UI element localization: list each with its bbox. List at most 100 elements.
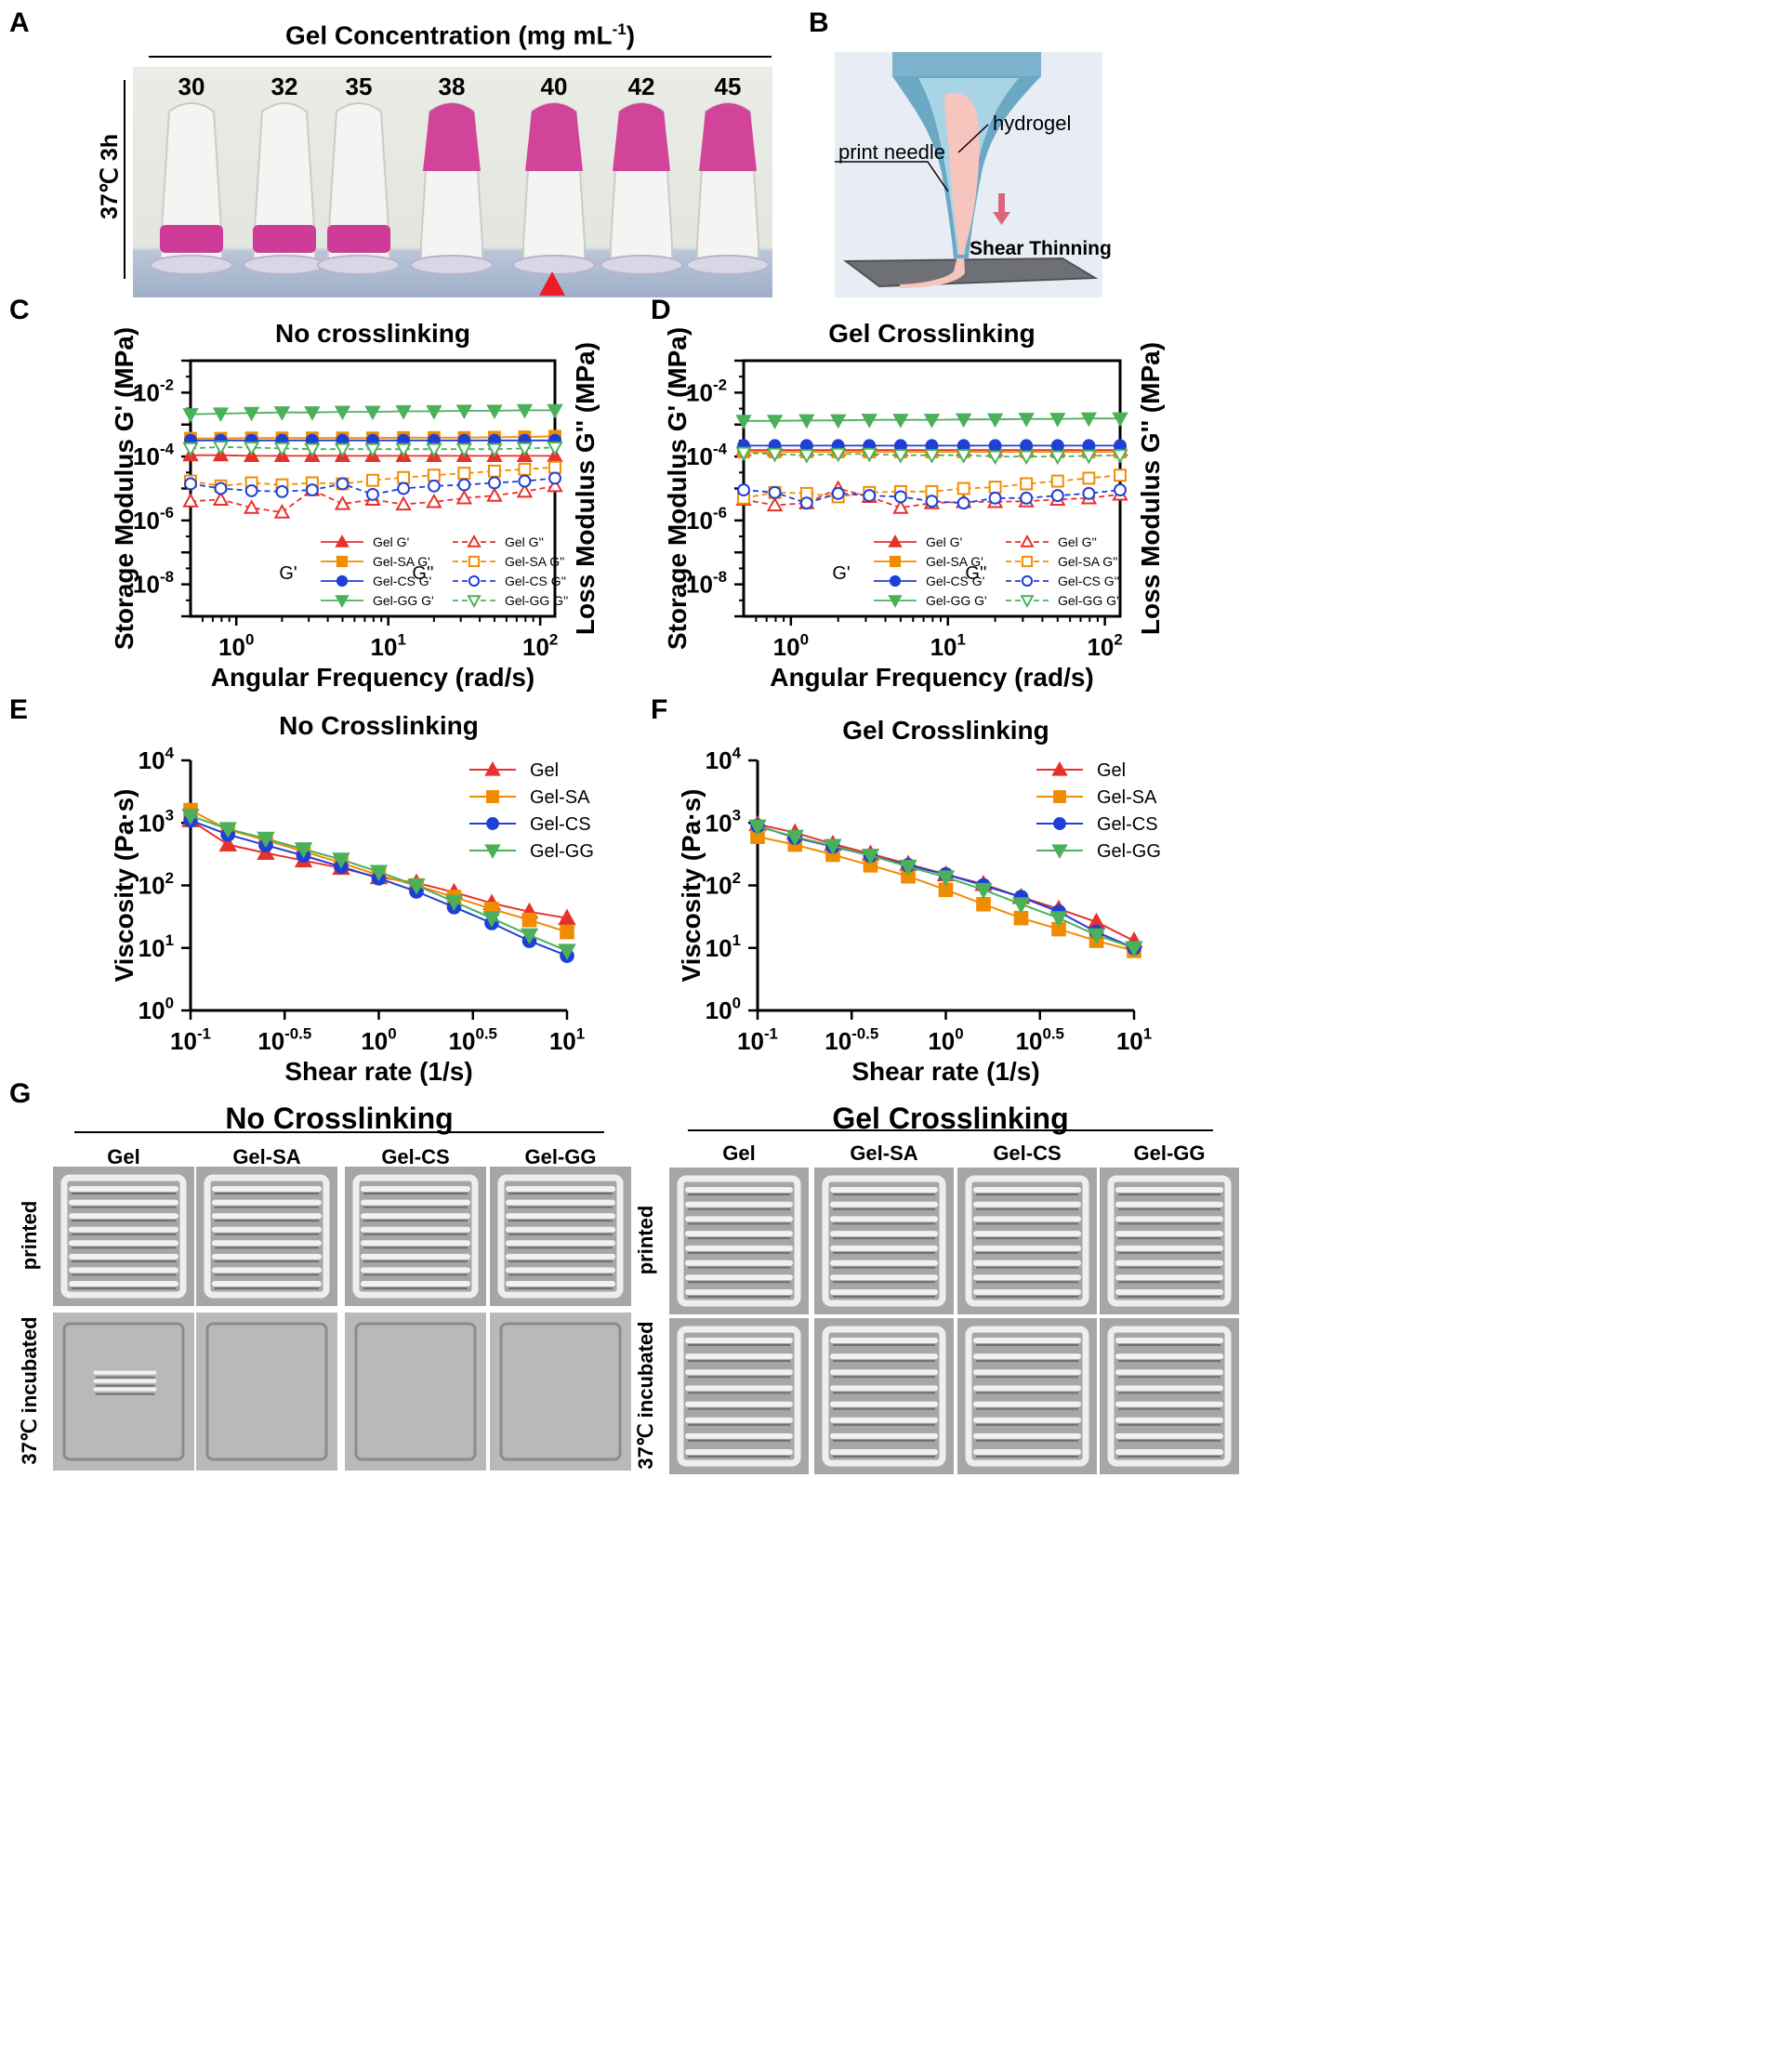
selected-concentration-marker xyxy=(539,271,565,296)
vial-42 xyxy=(600,102,683,275)
legend-label: Gel xyxy=(530,760,559,781)
data-point xyxy=(335,595,350,609)
chart-e: E No Crosslinking 100 101 102 103 104 10-1 10-0.… xyxy=(9,694,594,1086)
vial-38 xyxy=(410,102,494,275)
data-point xyxy=(766,496,784,512)
y-tick-label: 10-2 xyxy=(133,376,174,407)
gel-top xyxy=(525,103,583,171)
series-gel-gg xyxy=(748,819,1143,957)
data-point xyxy=(457,478,471,492)
data-point xyxy=(889,574,902,587)
data-point xyxy=(486,404,503,419)
data-point xyxy=(468,555,481,568)
data-point xyxy=(336,555,349,568)
data-point xyxy=(467,534,482,548)
data-point xyxy=(212,407,230,423)
data-point xyxy=(988,439,1002,453)
scaffold-tile xyxy=(814,1168,954,1314)
data-point xyxy=(863,489,877,503)
y-tick-label: 10-8 xyxy=(133,568,174,599)
data-point xyxy=(516,442,534,457)
vial-base xyxy=(243,255,326,275)
data-point xyxy=(936,870,956,887)
scaffold-tile xyxy=(53,1313,194,1471)
legend-label: Gel G'' xyxy=(1058,534,1097,549)
legend: Gel Gel-SA Gel-CS Gel-GG xyxy=(1036,760,1161,862)
legend-label: Gel-GG G'' xyxy=(505,593,568,608)
chart-title: No Crosslinking xyxy=(279,711,479,740)
y-axis-label: Viscosity (Pa·s) xyxy=(110,788,139,982)
data-point xyxy=(785,829,804,847)
data-point xyxy=(407,878,426,895)
data-point xyxy=(986,450,1004,466)
legend-label: Gel-CS xyxy=(530,814,591,835)
data-point xyxy=(1114,469,1127,482)
legend: Gel G' Gel-SA G' Gel-CS G' Gel-GG G' Gel G''… xyxy=(279,534,568,609)
concentration-label-40: 40 xyxy=(540,73,568,100)
data-point xyxy=(468,574,481,587)
legend-label: Gel xyxy=(1097,760,1126,781)
data-point xyxy=(547,403,563,419)
series-gel-cs-g- xyxy=(184,471,561,501)
legend-label: Gel-GG G' xyxy=(373,593,434,608)
data-point xyxy=(986,413,1004,429)
y-tick-label: 104 xyxy=(706,744,742,774)
chart-c: C No crosslinking 10-8 10-6 10-4 10-2 100 101 10… xyxy=(9,297,600,692)
legend-label: Gel-SA G' xyxy=(926,554,983,569)
y-tick-label: 10-6 xyxy=(133,504,174,534)
x-tick-label: 10-0.5 xyxy=(825,1024,878,1055)
vials-illustration xyxy=(150,102,770,275)
data-point xyxy=(1049,413,1066,428)
data-point xyxy=(457,467,471,481)
data-point xyxy=(426,442,442,458)
data-point xyxy=(558,908,576,926)
data-point xyxy=(957,496,970,510)
data-point xyxy=(1049,450,1066,466)
scaffold-border xyxy=(677,1326,801,1467)
legend-label: Gel-CS G'' xyxy=(1058,574,1119,588)
legend-label: Gel G' xyxy=(373,534,409,549)
series-gel-gg-g- xyxy=(182,403,563,423)
legend-label: Gel G' xyxy=(926,534,962,549)
data-point xyxy=(182,408,199,423)
data-point xyxy=(829,447,847,463)
scaffold-border xyxy=(965,1175,1089,1307)
scaffold-border xyxy=(822,1175,946,1307)
data-point xyxy=(518,474,532,488)
data-point xyxy=(334,495,351,510)
data-point xyxy=(1080,412,1098,428)
data-point xyxy=(957,482,970,495)
column-label-gel: Gel xyxy=(107,1145,140,1168)
data-point xyxy=(737,483,750,497)
scaffold-tile xyxy=(196,1167,337,1306)
data-point xyxy=(484,844,501,860)
data-point xyxy=(1018,413,1035,428)
data-point xyxy=(1082,471,1096,485)
x-axis-label: Angular Frequency (rad/s) xyxy=(211,663,535,692)
shear-arrow-icon xyxy=(993,212,1010,225)
legend-label: Gel-GG G' xyxy=(926,593,987,608)
data-point xyxy=(766,415,784,429)
concentration-label-42: 42 xyxy=(627,73,655,100)
data-point xyxy=(976,896,991,912)
data-point xyxy=(243,441,260,456)
data-point xyxy=(829,414,847,429)
y-tick-label: 103 xyxy=(139,807,174,838)
data-point xyxy=(861,849,880,865)
y-axis-label: Storage Modulus G' (MPa) xyxy=(663,327,692,650)
legend-label: Gel-SA G'' xyxy=(1058,554,1117,569)
scaffold-border xyxy=(60,1174,187,1299)
gel-top xyxy=(613,103,670,171)
column-label-gel-sa: Gel-SA xyxy=(850,1142,918,1165)
scaffold-tile xyxy=(53,1167,194,1306)
data-point xyxy=(305,483,319,497)
y-tick-label: 104 xyxy=(139,744,175,774)
data-point xyxy=(218,835,237,851)
hydrogel-fill xyxy=(944,93,980,255)
data-point xyxy=(888,534,903,548)
data-point xyxy=(486,442,503,458)
column-label-gel-sa: Gel-SA xyxy=(232,1145,301,1168)
scaffold-grid xyxy=(822,1326,946,1467)
scaffold-tile xyxy=(345,1167,486,1306)
scaffold-grid xyxy=(354,1322,477,1461)
